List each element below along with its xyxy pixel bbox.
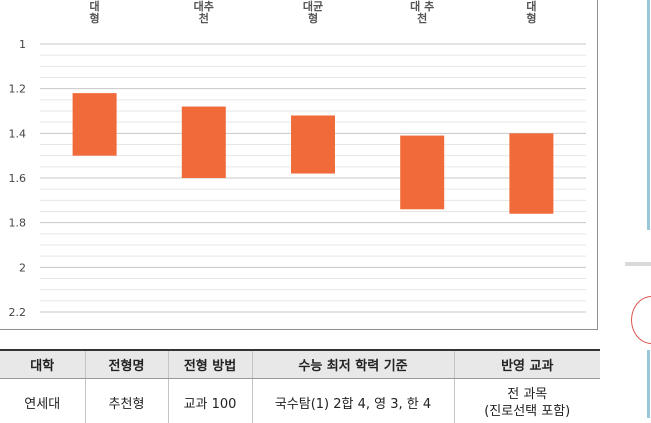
admission-criteria-table: 대학 전형명 전형 방법 수능 최저 학력 기준 반영 교과 연세대 추천형 교… bbox=[0, 349, 600, 423]
header-subjects: 반영 교과 bbox=[453, 349, 600, 379]
y-tick-label: 1.8 bbox=[9, 217, 27, 230]
y-tick-label: 2.2 bbox=[9, 306, 27, 319]
header-university: 대학 bbox=[0, 349, 85, 379]
page-edge-rule bbox=[647, 0, 650, 230]
y-tick-label: 1.6 bbox=[9, 172, 27, 185]
cell-admission-name: 추천형 bbox=[84, 378, 168, 423]
adjacent-page-edge bbox=[621, 0, 651, 418]
y-tick-label: 1.4 bbox=[9, 127, 27, 140]
cell-method: 교과 100 bbox=[167, 378, 252, 423]
range-bar bbox=[509, 133, 554, 214]
cell-subjects: 전 과목 (진로선택 포함) bbox=[453, 378, 600, 423]
cell-university: 연세대 bbox=[24, 397, 61, 412]
category-label: 천 bbox=[417, 11, 427, 25]
page-edge-divider bbox=[625, 262, 651, 266]
category-label: 관 장 bbox=[410, 0, 434, 1]
header-method: 전형 방법 bbox=[167, 349, 252, 379]
category-label: 형 bbox=[526, 11, 536, 25]
y-tick-label: 1.2 bbox=[9, 83, 27, 96]
category-label: 대 추 bbox=[410, 0, 434, 13]
category-label: 대 bbox=[526, 0, 536, 13]
category-label: 천 bbox=[199, 11, 209, 25]
cell-min-requirement: 국수탐(1) 2합 4, 영 3, 한 4 bbox=[251, 378, 454, 423]
table-header-row: 대학 전형명 전형 방법 수능 최저 학력 기준 반영 교과 bbox=[0, 349, 600, 379]
table-row: 연세대 추천형 교과 100 국수탐(1) 2합 4, 영 3, 한 4 전 과… bbox=[0, 378, 600, 423]
range-bar bbox=[291, 115, 335, 174]
category-label: 형 bbox=[308, 11, 318, 25]
range-bar bbox=[72, 93, 117, 156]
cell-subjects-line-1: 전 과목 bbox=[507, 387, 548, 402]
header-min-requirement: 수능 최저 학력 기준 bbox=[251, 349, 454, 379]
category-label: 형 bbox=[90, 11, 100, 25]
category-label: 대균 bbox=[303, 0, 323, 13]
range-bar bbox=[400, 135, 445, 210]
red-annotation-arc bbox=[631, 296, 651, 344]
header-admission-name: 전형명 bbox=[84, 349, 168, 379]
cell-subjects-line-2: (진로선택 포함) bbox=[484, 404, 571, 419]
category-label: 대 bbox=[90, 0, 100, 13]
page-edge-rule-lower bbox=[647, 350, 650, 418]
y-tick-label: 1 bbox=[19, 38, 26, 51]
y-tick-label: 2 bbox=[19, 261, 26, 274]
range-bar bbox=[181, 106, 226, 178]
category-label: 대추 bbox=[194, 0, 214, 13]
